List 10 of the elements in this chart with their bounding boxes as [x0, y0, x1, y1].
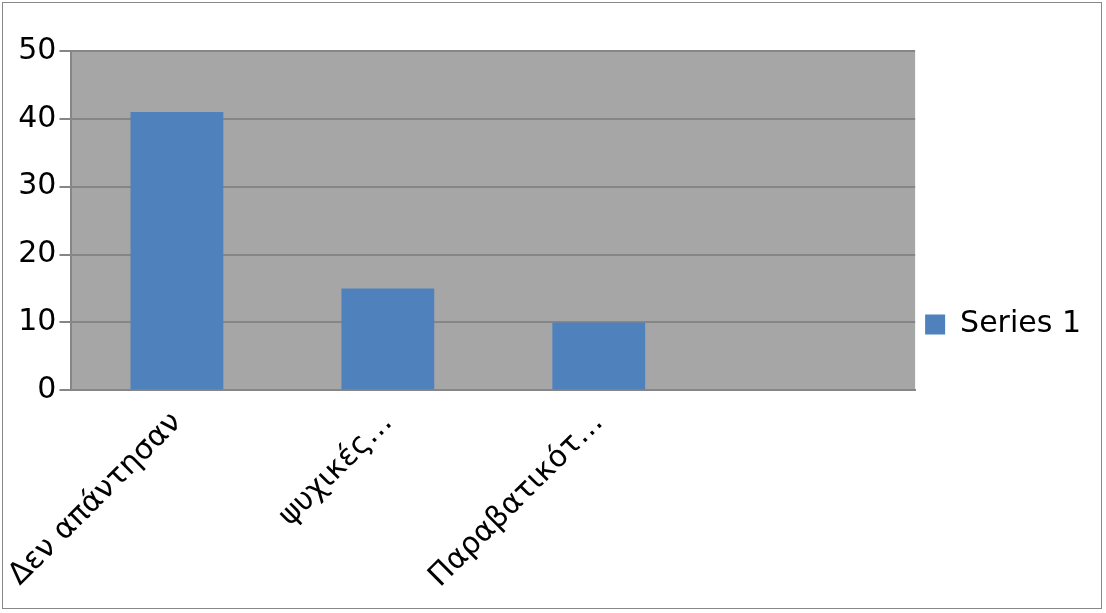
- y-tick-label: 50: [18, 30, 57, 66]
- bar: [552, 322, 646, 390]
- y-tick-label: 30: [18, 166, 57, 202]
- y-tick-label: 0: [37, 370, 57, 406]
- y-tick-label: 20: [18, 234, 57, 270]
- legend-label: Series 1: [960, 304, 1082, 340]
- bar: [130, 112, 224, 390]
- y-tick-label: 10: [18, 302, 57, 338]
- y-tick-label: 40: [18, 98, 57, 134]
- bar: [341, 288, 435, 390]
